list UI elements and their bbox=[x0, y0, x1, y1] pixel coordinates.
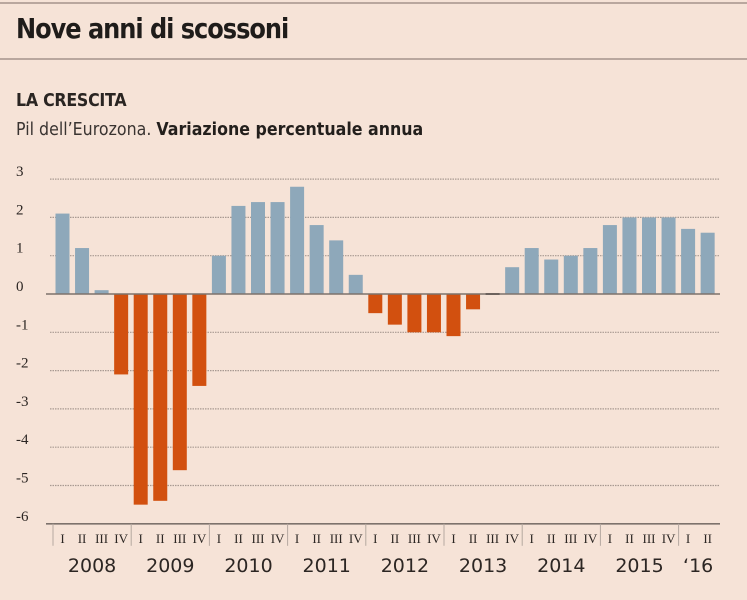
quarter-label: IV bbox=[271, 531, 285, 546]
quarter-label: III bbox=[643, 531, 656, 546]
bar-2014-iii bbox=[563, 255, 578, 294]
quarter-label: II bbox=[312, 531, 321, 546]
quarter-label: IV bbox=[505, 531, 519, 546]
bar-2010-iii bbox=[251, 202, 265, 294]
quarter-label: II bbox=[469, 531, 478, 546]
year-label: 2011 bbox=[303, 555, 351, 577]
year-label: 2008 bbox=[68, 555, 116, 577]
axes bbox=[46, 293, 720, 525]
quarter-label: IV bbox=[114, 531, 128, 546]
quarter-label: III bbox=[173, 531, 186, 546]
y-tick-label: 3 bbox=[16, 164, 24, 180]
subtitle-plain: Pil dell’Eurozona. bbox=[16, 119, 157, 140]
quarter-label: IV bbox=[427, 531, 441, 546]
bar-2008-iv bbox=[114, 294, 129, 375]
bar-2015-i bbox=[602, 225, 617, 294]
bar-2013-ii bbox=[466, 294, 481, 310]
bar-2010-ii bbox=[231, 205, 246, 294]
bar-2015-ii bbox=[622, 217, 637, 294]
quarter-label: IV bbox=[662, 531, 676, 546]
year-label: 2010 bbox=[224, 555, 272, 577]
quarter-label: I bbox=[373, 531, 377, 546]
quarter-label: II bbox=[391, 531, 400, 546]
quarter-label: III bbox=[330, 531, 343, 546]
quarter-label: I bbox=[60, 531, 64, 546]
y-tick-label: -1 bbox=[16, 317, 29, 333]
bar-2010-i bbox=[211, 255, 226, 294]
quarter-label: I bbox=[530, 531, 534, 546]
quarter-label: II bbox=[625, 531, 634, 546]
quarter-label: I bbox=[139, 531, 143, 546]
bar-2011-i bbox=[290, 186, 305, 294]
bar-2012-i bbox=[368, 294, 383, 314]
year-label: ‘16 bbox=[683, 555, 713, 577]
year-label: 2013 bbox=[459, 555, 507, 577]
quarter-label: III bbox=[95, 531, 108, 546]
chart-subtitle: Pil dell’Eurozona. Variazione percentual… bbox=[16, 119, 423, 140]
quarter-label: III bbox=[486, 531, 499, 546]
quarter-label: II bbox=[156, 531, 165, 546]
quarter-label: III bbox=[252, 531, 265, 546]
quarter-label: II bbox=[703, 531, 712, 546]
quarter-label: I bbox=[608, 531, 612, 546]
top-rule bbox=[0, 2, 747, 4]
bar-2015-iv bbox=[661, 217, 676, 294]
bar-2009-i bbox=[133, 294, 148, 505]
bar-2008-iii bbox=[94, 290, 109, 294]
bar-2011-ii bbox=[309, 225, 324, 294]
bar-2012-iv bbox=[426, 294, 441, 333]
quarter-label: IV bbox=[192, 531, 206, 546]
year-label: 2009 bbox=[146, 555, 194, 577]
quarter-label: I bbox=[217, 531, 221, 546]
bar-2008-i bbox=[55, 213, 70, 294]
y-tick-label: -2 bbox=[16, 356, 29, 372]
y-tick-label: -3 bbox=[16, 394, 29, 410]
quarter-label: III bbox=[564, 531, 577, 546]
bar-2012-ii bbox=[387, 294, 402, 325]
quarter-label: I bbox=[295, 531, 299, 546]
y-tick-label: -5 bbox=[16, 471, 29, 487]
section-title: LA CRESCITA bbox=[16, 90, 127, 111]
quarter-label: II bbox=[234, 531, 243, 546]
bar-2016-i bbox=[681, 228, 696, 294]
y-tick-label: 0 bbox=[16, 279, 24, 295]
bar-2009-ii bbox=[153, 294, 168, 501]
bar-2014-ii bbox=[544, 259, 559, 294]
quarter-label: I bbox=[451, 531, 455, 546]
quarter-label: III bbox=[408, 531, 421, 546]
bar-2008-ii bbox=[75, 248, 90, 294]
y-tick-label: 2 bbox=[16, 202, 24, 218]
bar-2010-iv bbox=[270, 202, 285, 294]
bar-2013-iv bbox=[505, 267, 520, 294]
y-axis-ticks: 3 2 1 0 -1 -2 -3 -4 -5 -6 bbox=[16, 164, 29, 525]
quarter-label: I bbox=[686, 531, 690, 546]
year-label: 2012 bbox=[381, 555, 429, 577]
bar-2011-iii bbox=[329, 240, 344, 294]
bar-2013-i bbox=[446, 294, 461, 337]
bar-2011-iv bbox=[348, 274, 363, 294]
y-tick-label: -4 bbox=[16, 432, 29, 448]
quarter-label: IV bbox=[349, 531, 363, 546]
quarter-label: II bbox=[78, 531, 87, 546]
bars bbox=[55, 186, 715, 505]
bar-2016-ii bbox=[700, 232, 715, 294]
y-tick-label: 1 bbox=[16, 241, 24, 257]
y-tick-label: -6 bbox=[16, 509, 29, 525]
subtitle-bold: Variazione percentuale annua bbox=[156, 119, 424, 140]
quarter-label: IV bbox=[583, 531, 597, 546]
bar-2012-iii bbox=[407, 294, 422, 333]
gridlines bbox=[50, 178, 720, 487]
quarter-label: II bbox=[547, 531, 556, 546]
headline: Nove anni di scossoni bbox=[16, 12, 289, 45]
headline-rule bbox=[0, 58, 747, 60]
bar-2015-iii bbox=[642, 217, 656, 294]
bar-2009-iv bbox=[192, 294, 207, 386]
bar-2014-i bbox=[524, 248, 539, 294]
year-label: 2015 bbox=[615, 555, 663, 577]
bar-2014-iv bbox=[583, 248, 598, 294]
bar-2009-iii bbox=[172, 294, 187, 471]
year-label: 2014 bbox=[537, 555, 585, 577]
